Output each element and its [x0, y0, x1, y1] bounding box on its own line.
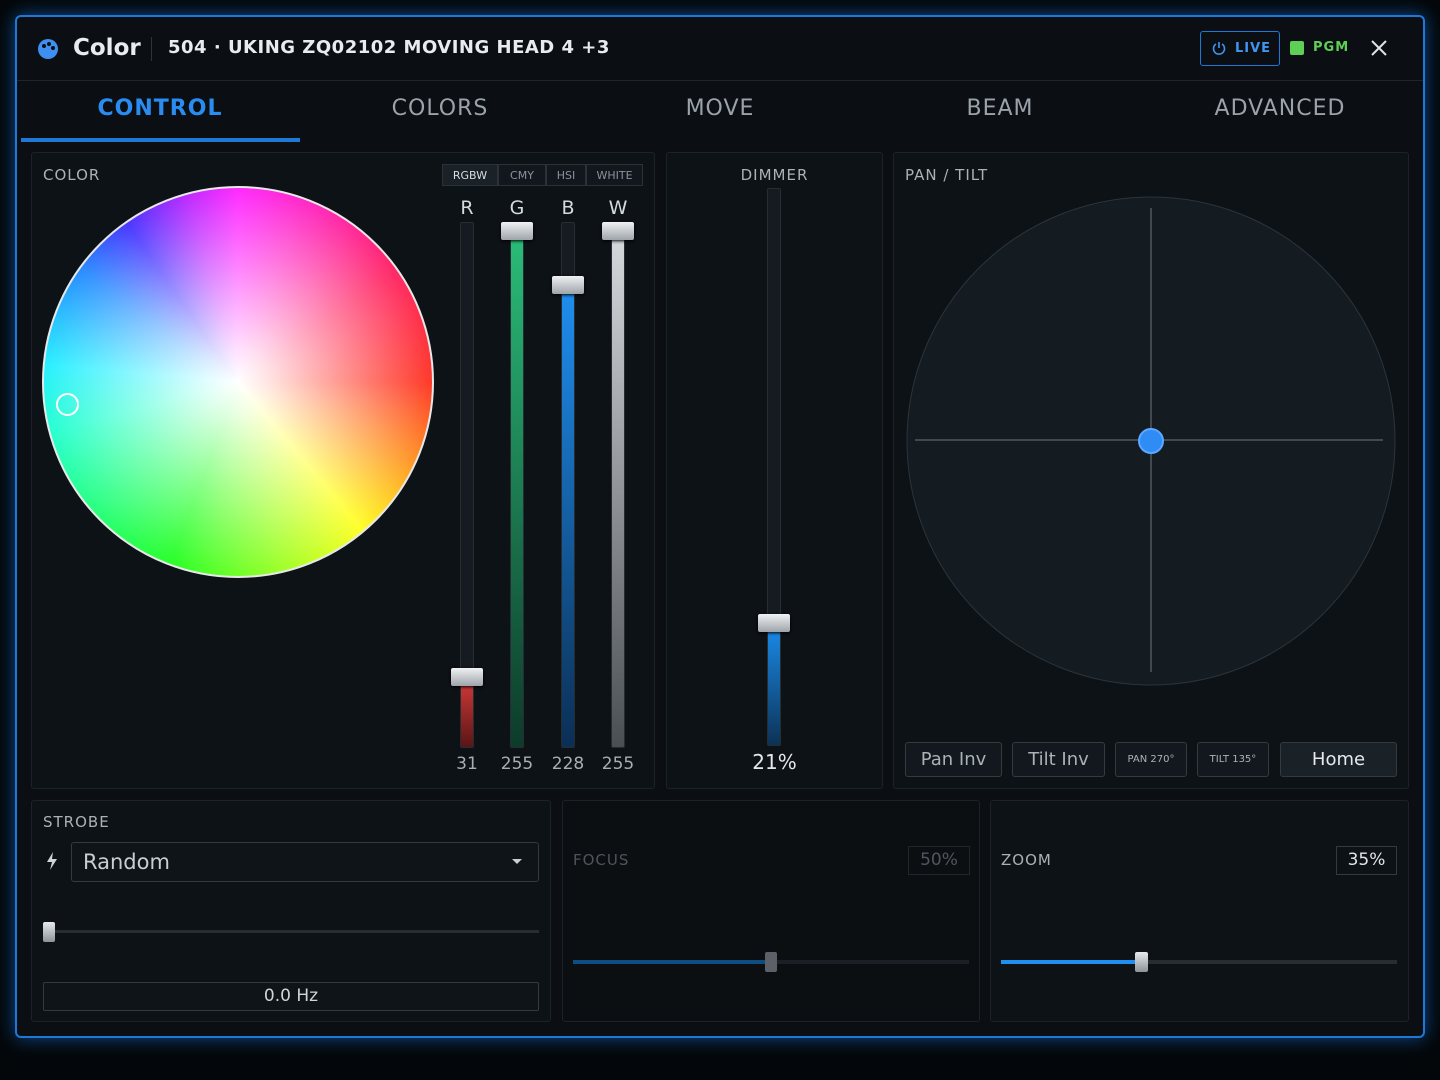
pgm-label[interactable]: PGM — [1313, 40, 1350, 55]
fader-thumb[interactable] — [451, 668, 483, 686]
dimmer-track[interactable] — [767, 188, 781, 746]
tab-indicator — [21, 138, 300, 142]
divider — [151, 37, 152, 61]
strobe-rate: 0.0 Hz — [43, 982, 539, 1011]
section-label: DIMMER — [740, 166, 809, 184]
live-button[interactable]: LIVE — [1200, 31, 1280, 66]
strobe-mode: Random — [83, 850, 170, 874]
fader-track[interactable] — [510, 222, 524, 748]
tab[interactable]: CONTROL — [97, 96, 223, 121]
section-label: PAN / TILT — [905, 166, 989, 184]
tab[interactable]: COLORS — [391, 96, 489, 121]
section-label: STROBE — [43, 813, 110, 831]
strobe-track[interactable] — [43, 930, 539, 933]
channel-name: R — [460, 197, 474, 219]
zoom-thumb[interactable] — [1135, 952, 1148, 972]
palette-icon — [38, 39, 58, 59]
fader-track[interactable] — [611, 222, 625, 748]
fader-track[interactable] — [460, 222, 474, 748]
mode-button[interactable]: CMY — [498, 164, 546, 186]
fader-track[interactable] — [561, 222, 575, 748]
strobe-icon — [47, 852, 57, 870]
pan-tilt-button[interactable]: Tilt Inv — [1012, 742, 1105, 777]
tab[interactable]: MOVE — [685, 96, 755, 121]
rate-value: 0.0 Hz — [263, 986, 319, 1006]
dimmer-value: 21% — [752, 750, 797, 774]
channel-value: 255 — [601, 754, 635, 774]
pan-tilt-button[interactable]: Home — [1280, 742, 1397, 777]
channel-name: B — [561, 197, 575, 219]
pan-tilt-button[interactable]: TILT 135° — [1197, 742, 1269, 777]
header-divider — [17, 80, 1423, 81]
power-icon — [1212, 42, 1226, 55]
pan-tilt-button[interactable]: PAN 270° — [1115, 742, 1187, 777]
channel-value: 228 — [551, 754, 585, 774]
section-label: FOCUS — [573, 851, 630, 869]
section-label: COLOR — [43, 166, 101, 184]
fader-thumb[interactable] — [501, 222, 533, 240]
zoom-value: 35% — [1336, 846, 1397, 875]
fader-thumb[interactable] — [552, 276, 584, 294]
fixture-name: 504 · UKING ZQ02102 MOVING HEAD 4 +3 — [168, 37, 610, 58]
section-label: ZOOM — [1001, 851, 1052, 869]
pan-tilt-pad[interactable] — [905, 196, 1397, 688]
focus-value: 50% — [908, 846, 970, 875]
zoom-track[interactable] — [1001, 960, 1397, 964]
tab[interactable]: BEAM — [966, 96, 1034, 121]
channel-name: G — [509, 197, 525, 219]
dimmer-thumb[interactable] — [758, 614, 790, 632]
close-button[interactable] — [1370, 39, 1388, 57]
channel-name: W — [608, 197, 628, 219]
wheel-cursor[interactable] — [56, 393, 79, 416]
strobe-dropdown[interactable]: Random — [71, 842, 539, 882]
channel-value: 255 — [500, 754, 534, 774]
strobe-thumb[interactable] — [43, 922, 55, 942]
fader-thumb[interactable] — [602, 222, 634, 240]
mode-button[interactable]: HSI — [546, 164, 586, 186]
pgm-icon — [1290, 41, 1304, 55]
dropdown-caret — [512, 859, 522, 864]
focus-panel — [562, 800, 980, 1022]
mode-button[interactable]: RGBW — [442, 164, 498, 186]
title: Color — [73, 35, 141, 61]
live-label: LIVE — [1235, 41, 1272, 56]
pan-tilt-button[interactable]: Pan Inv — [905, 742, 1002, 777]
channel-value: 31 — [456, 754, 478, 774]
focus-thumb[interactable] — [765, 952, 777, 972]
mode-button[interactable]: WHITE — [586, 164, 643, 186]
tab[interactable]: ADVANCED — [1214, 96, 1346, 121]
color-wheel[interactable] — [42, 186, 434, 578]
zoom-panel — [990, 800, 1409, 1022]
